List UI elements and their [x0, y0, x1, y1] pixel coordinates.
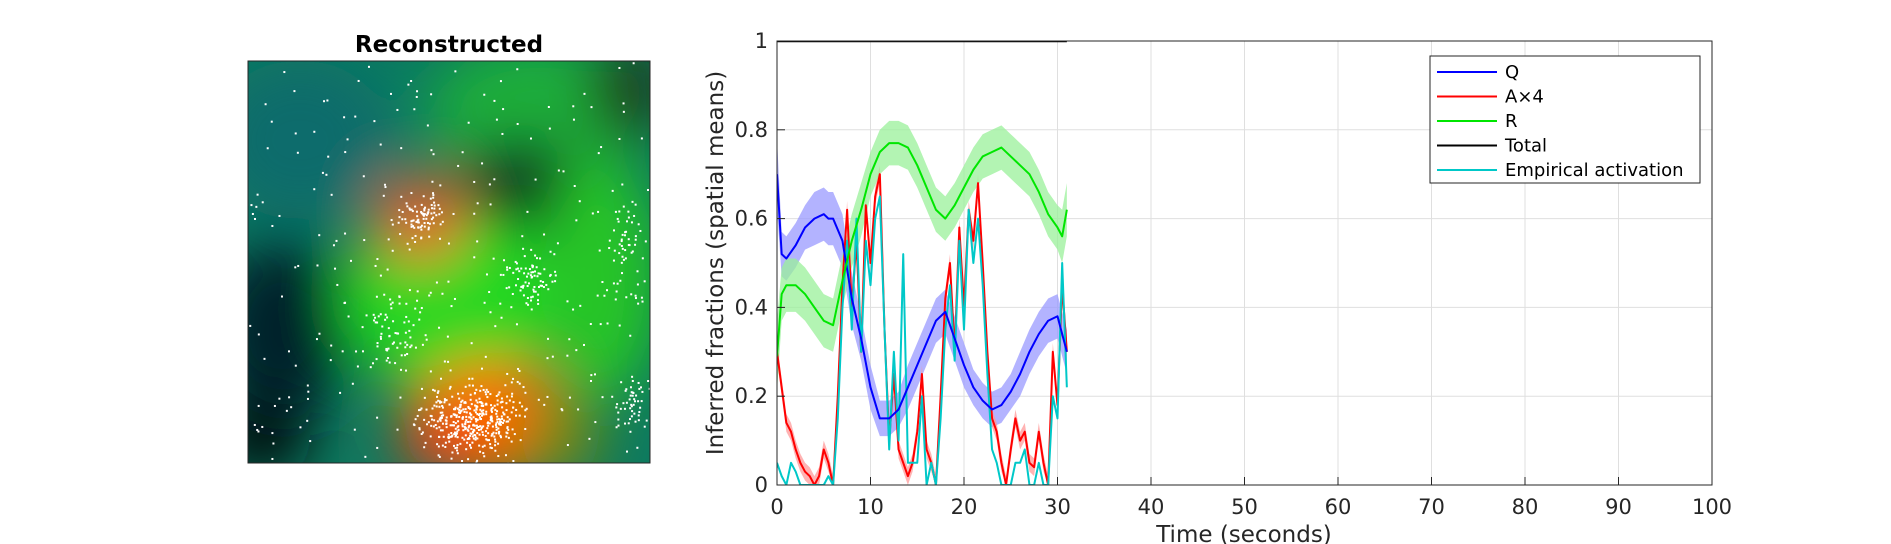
y-tick-label: 0 — [755, 473, 768, 497]
y-tick-label: 0.8 — [735, 118, 768, 142]
y-tick-label: 0.2 — [735, 384, 768, 408]
legend-entry: R — [1505, 111, 1518, 132]
reconstructed-image-panel: Reconstructed — [247, 32, 651, 464]
series-line-r — [777, 142, 1068, 357]
x-tick-label: 10 — [857, 495, 884, 519]
x-axis-label: Time (seconds) — [1155, 522, 1332, 544]
legend-entry: Total — [1504, 136, 1547, 157]
x-tick-label: 80 — [1512, 495, 1539, 519]
legend: Q A×4 R Total Empirical activation — [1429, 55, 1701, 184]
x-axis-ticks: 0 10 20 30 40 50 60 70 80 90 100 — [770, 477, 1732, 519]
reconstructed-image — [248, 61, 650, 463]
y-axis-label: Inferred fractions (spatial means) — [703, 71, 729, 455]
y-tick-label: 0.4 — [735, 295, 768, 319]
x-tick-label: 30 — [1044, 495, 1071, 519]
legend-entry: A×4 — [1505, 87, 1544, 108]
x-tick-label: 100 — [1692, 495, 1732, 519]
x-tick-label: 60 — [1325, 495, 1352, 519]
y-tick-label: 1 — [755, 29, 768, 53]
x-tick-label: 0 — [770, 495, 783, 519]
x-tick-label: 70 — [1418, 495, 1445, 519]
series-line-a-4 — [777, 173, 1068, 485]
x-tick-label: 20 — [951, 495, 978, 519]
x-tick-label: 50 — [1231, 495, 1258, 519]
y-axis-ticks: 0 0.2 0.4 0.6 0.8 1 — [735, 29, 785, 497]
x-tick-label: 40 — [1138, 495, 1165, 519]
y-tick-label: 0.6 — [735, 207, 768, 231]
image-panel-title: Reconstructed — [355, 32, 543, 58]
series-lines — [777, 41, 1068, 485]
event-dots — [249, 62, 650, 463]
series-line-q — [777, 174, 1068, 420]
legend-entry: Empirical activation — [1505, 160, 1684, 181]
image-frame — [247, 60, 651, 464]
line-chart: 0 10 20 30 40 50 60 70 80 90 100 0 0.2 0.4 0.6 0.8 1 Ti… — [703, 29, 1732, 544]
series-line-empirical-activation — [777, 195, 1068, 485]
legend-box — [1429, 55, 1701, 184]
legend-entry: Q — [1505, 62, 1519, 83]
x-tick-label: 90 — [1605, 495, 1632, 519]
